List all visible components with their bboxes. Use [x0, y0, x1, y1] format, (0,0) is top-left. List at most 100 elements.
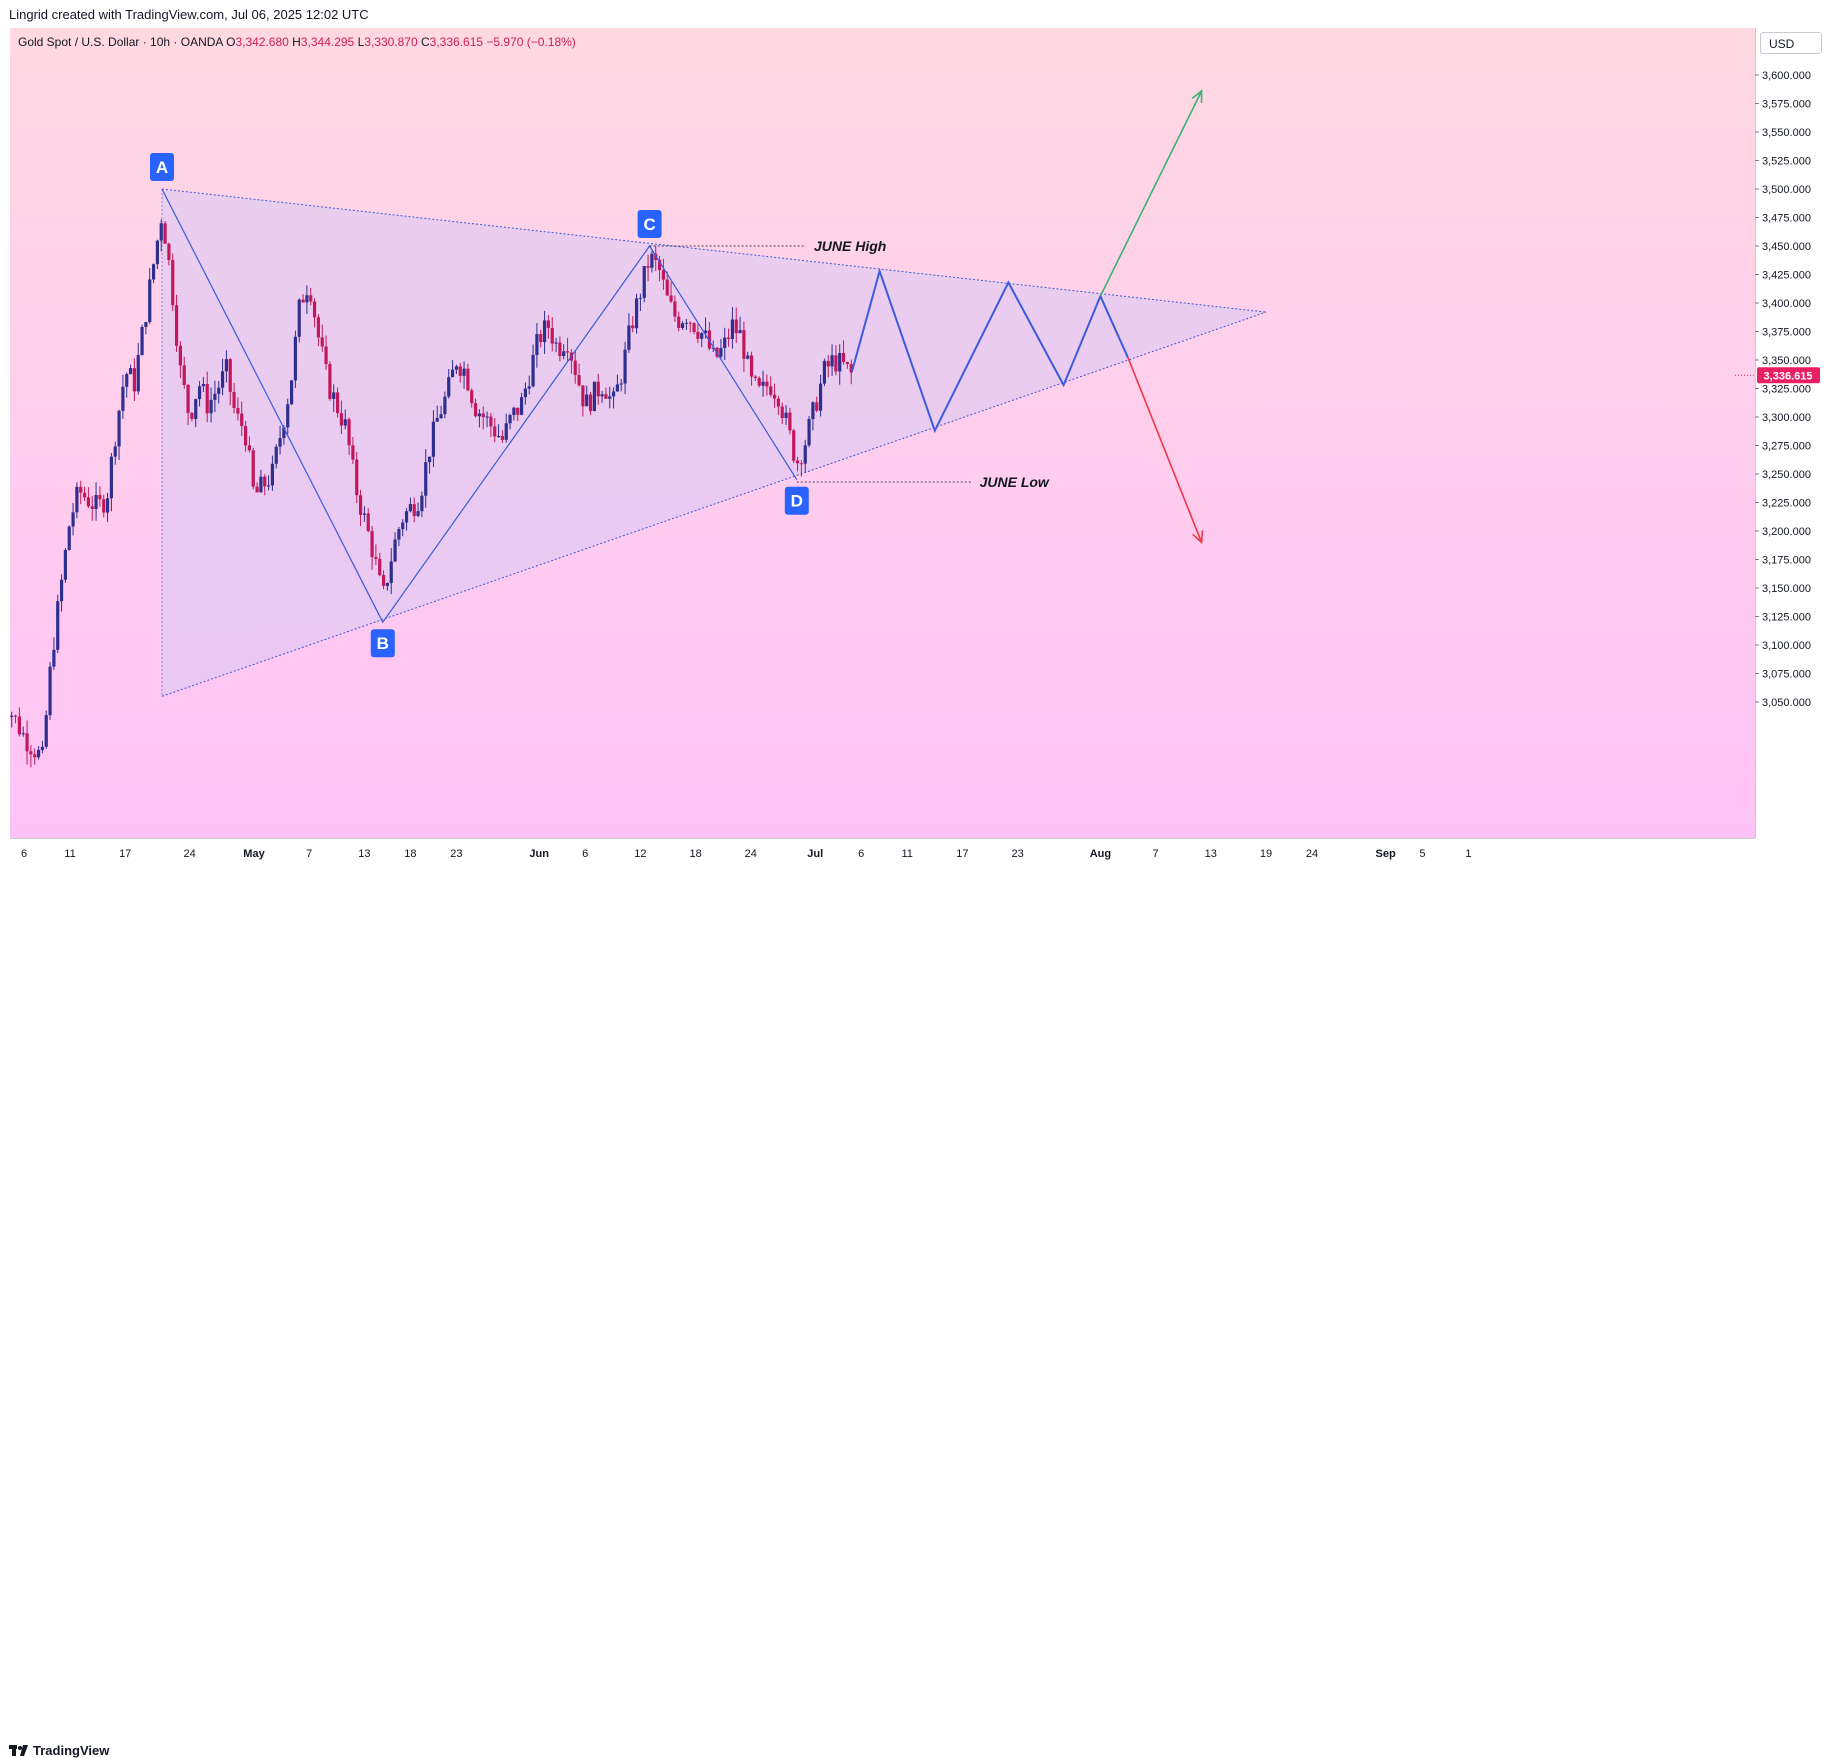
x-tick-label: 17: [119, 848, 131, 860]
svg-text:C: C: [643, 215, 655, 234]
point-label-d[interactable]: D: [784, 486, 809, 515]
candle: [757, 376, 761, 388]
y-tick-label: 3,550.000: [1762, 127, 1811, 139]
x-tick-label: 7: [1153, 848, 1159, 860]
candle: [696, 323, 700, 344]
close-value: 3,336.615: [429, 35, 484, 49]
tradingview-logo[interactable]: TradingView: [9, 1743, 109, 1758]
candle: [769, 376, 773, 398]
candle: [811, 401, 815, 431]
candle: [738, 316, 742, 334]
triangle-fill: [162, 189, 1266, 697]
candle: [627, 313, 631, 353]
candle: [531, 344, 535, 388]
candle: [71, 502, 75, 536]
candle: [132, 358, 136, 402]
candle: [588, 391, 593, 416]
candle: [94, 482, 98, 521]
current-price-tag[interactable]: 3,336.615: [1757, 367, 1820, 384]
june-high-label[interactable]: JUNE High: [814, 238, 886, 254]
candle: [765, 374, 769, 396]
point-label-c[interactable]: C: [637, 210, 662, 238]
price-axis[interactable]: [1755, 28, 1835, 838]
candle: [427, 456, 432, 474]
x-tick-label: 24: [183, 848, 195, 860]
x-tick-label: 6: [582, 848, 588, 860]
y-tick-label: 3,325.000: [1762, 384, 1811, 396]
candle: [293, 330, 297, 388]
candle: [646, 254, 650, 282]
candle: [228, 358, 232, 406]
candle: [604, 387, 608, 400]
candle: [516, 407, 520, 421]
candle: [305, 285, 309, 314]
candle: [799, 460, 803, 477]
svg-text:B: B: [377, 634, 389, 653]
candle: [136, 343, 140, 395]
candle: [301, 294, 305, 303]
x-tick-label: Sep: [1376, 848, 1396, 860]
candle: [44, 710, 48, 749]
y-tick-label: 3,250.000: [1762, 469, 1811, 481]
candle: [577, 363, 581, 387]
candle: [278, 425, 282, 455]
candle: [780, 402, 784, 424]
x-tick-label: 19: [1260, 848, 1272, 860]
triangle-upper-line[interactable]: [161, 188, 1267, 313]
y-tick-label: 3,350.000: [1762, 355, 1811, 367]
candle: [565, 337, 570, 362]
candle: [328, 361, 332, 401]
candle: [404, 508, 409, 531]
x-tick-label: 17: [956, 848, 968, 860]
candle: [247, 436, 251, 453]
candle: [726, 328, 731, 347]
chart-svg: JUNE High JUNE Low A B C D 3,600.000 3,575.000…: [10, 70, 1820, 860]
bearish-target-arrow[interactable]: [1127, 357, 1204, 545]
candle: [297, 298, 301, 343]
candle: [163, 221, 167, 244]
candle: [435, 405, 439, 422]
candle: [29, 745, 33, 768]
candle: [174, 294, 179, 352]
candle: [370, 525, 374, 570]
candle: [335, 387, 340, 418]
candle: [838, 344, 842, 385]
candle: [558, 336, 562, 362]
y-tick-label: 3,525.000: [1762, 156, 1811, 168]
currency-selector[interactable]: USD: [1760, 32, 1822, 54]
candle: [102, 494, 106, 518]
candle: [677, 311, 681, 332]
point-label-b[interactable]: B: [370, 629, 395, 658]
candle: [512, 406, 516, 421]
bullish-target-arrow[interactable]: [1099, 89, 1203, 297]
candle: [82, 486, 87, 501]
candle: [25, 720, 29, 765]
june-low-label[interactable]: JUNE Low: [980, 474, 1050, 490]
low-value: 3,330.870: [364, 35, 418, 49]
point-label-a[interactable]: A: [150, 153, 174, 181]
candle: [673, 295, 677, 322]
candle: [159, 219, 163, 252]
high-value: 3,344.295: [300, 35, 355, 49]
triangle-lower-line[interactable]: [161, 311, 1267, 697]
candle: [723, 327, 727, 360]
abcd-pattern-line[interactable]: [161, 188, 798, 624]
y-tick-label: 3,275.000: [1762, 441, 1811, 453]
change-value: −5.970 (−0.18%): [486, 35, 576, 49]
candle: [615, 374, 619, 392]
open-label: O: [226, 35, 236, 49]
candle: [792, 428, 796, 464]
candle: [650, 250, 654, 273]
candle: [374, 544, 378, 565]
candle: [40, 740, 44, 754]
candle: [113, 441, 117, 465]
y-tick-label: 3,500.000: [1762, 184, 1811, 196]
candle: [224, 350, 228, 383]
y-tick-label: 3,425.000: [1762, 270, 1811, 282]
time-axis[interactable]: [10, 838, 1755, 867]
candle: [535, 323, 539, 368]
candle: [309, 287, 313, 306]
candle: [443, 391, 447, 419]
candle: [845, 361, 849, 369]
candle: [259, 469, 263, 493]
